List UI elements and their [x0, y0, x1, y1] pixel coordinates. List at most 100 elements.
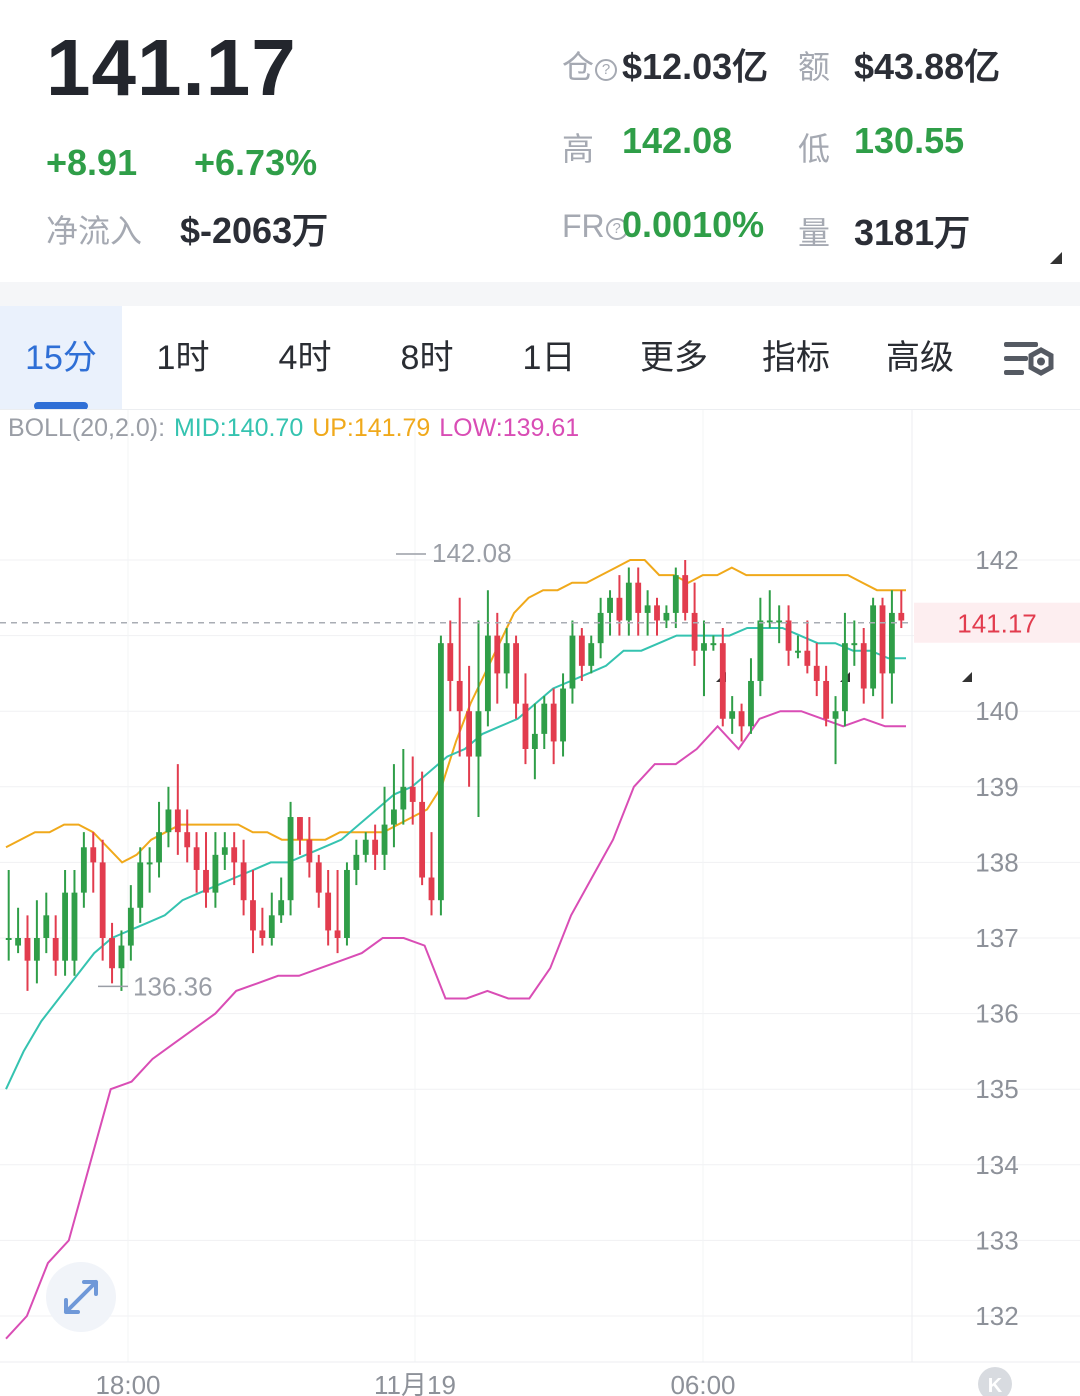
volume-value: 3181万: [854, 212, 971, 253]
candle: [353, 854, 360, 870]
boll-lower-line: [5, 710, 906, 1340]
min-marker-label: 136.36: [133, 971, 213, 1001]
candle: [776, 620, 783, 623]
candle: [287, 817, 294, 901]
candle: [231, 847, 238, 863]
candle: [710, 643, 717, 646]
funding-rate-value: 0.0010%: [622, 204, 765, 245]
open-interest-label-text: 仓: [562, 49, 595, 85]
candle: [898, 612, 905, 621]
candle: [62, 892, 68, 961]
candle: [484, 635, 491, 712]
boll-legend-up: UP:141.79: [312, 414, 431, 442]
open-interest-label[interactable]: 仓?: [562, 42, 618, 88]
interval-tabs: 15分 1时 4时 8时 1日 更多 指标 高级: [0, 306, 1080, 682]
candle: [306, 839, 313, 863]
tab-1d[interactable]: 1日: [522, 339, 576, 377]
candle: [391, 809, 397, 825]
candle: [597, 612, 604, 644]
candle: [240, 862, 247, 901]
candle: [466, 711, 473, 757]
candle: [569, 635, 576, 689]
y-axis-label: 133: [975, 1225, 1018, 1255]
candle: [616, 597, 623, 621]
candle: [766, 620, 773, 623]
candle: [193, 847, 200, 870]
high-label: 高: [562, 131, 595, 167]
candle: [381, 824, 388, 855]
tab-indicators[interactable]: 指标: [762, 339, 830, 377]
candle: [456, 680, 463, 712]
tab-15m[interactable]: 15分: [0, 306, 122, 410]
candle: [522, 703, 529, 749]
funding-rate-label[interactable]: FR?: [562, 208, 628, 245]
fullscreen-expand-icon[interactable]: [46, 1262, 116, 1332]
candle: [785, 620, 792, 651]
candle: [156, 832, 162, 863]
candle: [748, 680, 754, 727]
candle: [33, 938, 40, 961]
help-icon[interactable]: ?: [605, 218, 628, 240]
candle: [851, 643, 858, 646]
candle: [494, 635, 501, 674]
candle: [578, 635, 585, 666]
turnover-label: 额: [798, 49, 831, 85]
candle: [99, 862, 106, 938]
candle: [588, 643, 595, 666]
candle: [334, 930, 341, 938]
section-divider: [0, 282, 1080, 306]
tab-1h[interactable]: 1时: [156, 339, 210, 377]
candle: [513, 643, 519, 704]
candle: [832, 711, 839, 719]
help-icon[interactable]: ?: [595, 59, 618, 81]
candle: [325, 892, 332, 931]
candle: [80, 847, 87, 893]
candle: [409, 786, 416, 802]
volume-label: 量: [798, 215, 831, 251]
candle: [5, 938, 12, 940]
x-axis-label: 06:00: [670, 1370, 735, 1396]
candle: [860, 643, 867, 689]
candle: [90, 847, 97, 863]
candle: [250, 900, 256, 931]
y-axis-label: 135: [975, 1074, 1018, 1104]
tab-advanced[interactable]: 高级: [886, 339, 954, 377]
candlestick-chart[interactable]: 142 140 139 138 137 136 135 134 133 132 18:00 11月19…: [0, 410, 1080, 1396]
candle: [437, 643, 444, 901]
funding-rate-label-text: FR: [562, 208, 605, 244]
candle: [315, 862, 322, 893]
boll-legend: BOLL(20,2.0): MID:140.70 UP:141.79 LOW:1…: [8, 414, 581, 443]
last-price-tag: [914, 602, 1080, 643]
candle: [475, 711, 482, 757]
candle: [184, 832, 191, 848]
chart-settings-icon[interactable]: [1002, 338, 1058, 380]
last-price-tag-label: 141.17: [957, 609, 1037, 639]
expand-triangle-icon[interactable]: [1050, 252, 1062, 264]
candle: [823, 680, 830, 719]
candle: [719, 643, 726, 719]
candle: [278, 900, 285, 916]
netflow-value: $-2063万: [180, 210, 329, 251]
price-change-percent: +6.73%: [194, 142, 318, 183]
candle: [560, 688, 566, 742]
candle: [109, 938, 115, 969]
candle: [550, 703, 557, 742]
tab-8h[interactable]: 8时: [400, 339, 454, 377]
tab-4h[interactable]: 4时: [278, 339, 332, 377]
candle: [362, 839, 369, 855]
candle: [419, 801, 426, 878]
y-axis-label: 140: [975, 696, 1018, 726]
candle: [870, 605, 877, 689]
candle: [842, 643, 848, 712]
open-interest-value: $12.03亿: [622, 46, 769, 87]
logo-badge-icon: [978, 1367, 1012, 1396]
candle: [52, 938, 59, 961]
active-tab-indicator: [34, 402, 88, 410]
candle: [672, 575, 679, 613]
tab-more[interactable]: 更多: [640, 339, 708, 377]
turnover-value: $43.88亿: [854, 46, 1001, 87]
candle: [118, 945, 125, 969]
candle: [691, 612, 698, 651]
y-axis-label: 136: [975, 999, 1018, 1029]
candle: [221, 847, 228, 855]
